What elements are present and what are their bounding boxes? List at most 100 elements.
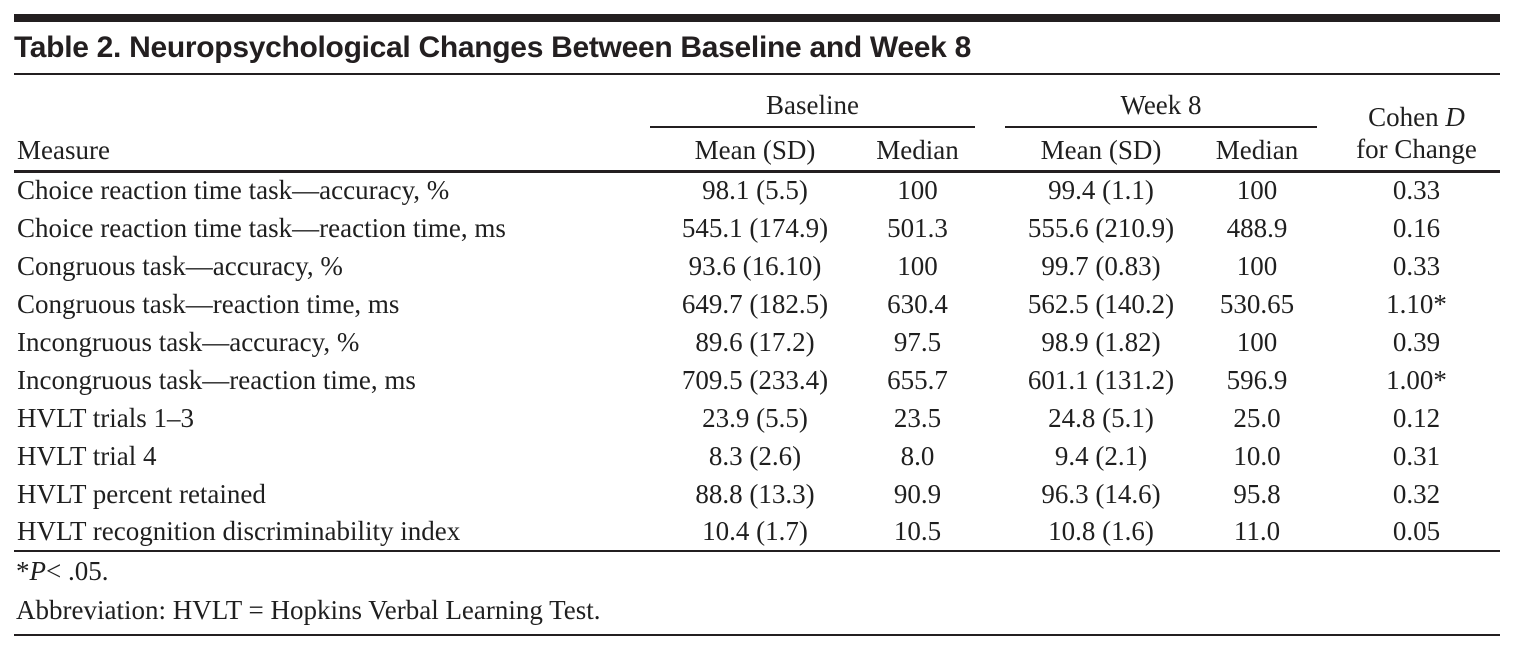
cell-week8-median: 100 (1236, 326, 1278, 357)
cell-week8-mean-sd: 10.8 (1.6) (1005, 513, 1198, 552)
cell-baseline-median: 90.9 (893, 478, 942, 509)
asterisk-marker: * (16, 556, 30, 586)
column-gap (1317, 323, 1333, 361)
column-gap (975, 247, 1005, 285)
cell-cohen-d: 0.12 (1392, 402, 1441, 433)
cell-week8-median: 596.9 (1226, 364, 1288, 395)
cell-measure: Incongruous task—accuracy, % (17, 326, 360, 357)
column-gap (975, 171, 1005, 209)
column-header-baseline-median: Median (860, 127, 976, 173)
column-gap (975, 75, 1006, 173)
cell-baseline-median: 655.7 (887, 364, 948, 395)
cell-week8-mean-sd: 99.7 (0.83) (1041, 250, 1161, 281)
group-header-baseline: Baseline (650, 75, 976, 128)
table-row: Congruous task—accuracy, % 93.6 (16.10) … (14, 247, 1500, 285)
column-header-cohen-d: Cohen D for Change (1333, 75, 1501, 173)
cell-measure: HVLT trial 4 (17, 440, 157, 471)
cell-measure: Congruous task—reaction time, ms (17, 288, 400, 319)
column-header-baseline-mean-sd: Mean (SD) (650, 127, 860, 173)
cell-week8-mean-sd: 601.1 (131.2) (1027, 364, 1175, 395)
cell-baseline-mean-sd: 10.4 (1.7) (650, 513, 860, 552)
column-gap (1317, 209, 1333, 247)
table-row: Choice reaction time task—accuracy, % 98… (14, 171, 1500, 209)
column-gap (1317, 361, 1333, 399)
p-value-threshold: < .05. (46, 556, 109, 586)
cell-cohen-d: 0.16 (1392, 212, 1441, 243)
column-gap (975, 437, 1005, 475)
cell-cohen-d: 0.32 (1392, 478, 1441, 509)
cell-baseline-mean-sd: 23.9 (5.5) (702, 402, 808, 433)
table-row: Choice reaction time task—reaction time,… (14, 209, 1500, 247)
cell-baseline-median: 630.4 (887, 288, 948, 319)
column-gap (1317, 285, 1333, 323)
cell-cohen-d: 0.33 (1392, 250, 1441, 281)
column-gap (975, 475, 1005, 513)
cell-baseline-mean-sd: 709.5 (233.4) (681, 364, 829, 395)
cell-baseline-mean-sd: 89.6 (17.2) (695, 326, 815, 357)
column-gap (975, 209, 1005, 247)
cell-week8-median: 95.8 (1233, 478, 1281, 509)
cell-measure: HVLT recognition discriminability index (14, 513, 650, 552)
cell-week8-mean-sd: 98.9 (1.82) (1041, 326, 1161, 357)
cell-cohen-d: 0.33 (1392, 175, 1441, 206)
cell-week8-median: 11.0 (1197, 513, 1318, 552)
cell-week8-median: 25.0 (1233, 402, 1281, 433)
cell-baseline-median: 100 (897, 250, 938, 281)
cell-baseline-median: 100 (897, 175, 938, 206)
cell-cohen-d: 0.39 (1392, 326, 1441, 357)
cell-week8-mean-sd: 562.5 (140.2) (1027, 288, 1175, 319)
top-rule-bar (14, 14, 1500, 22)
cell-baseline-median: 97.5 (893, 326, 942, 357)
cell-measure: HVLT trials 1–3 (17, 402, 195, 433)
column-gap (975, 323, 1005, 361)
table-title-row: Table 2. Neuropsychological Changes Betw… (14, 22, 1500, 75)
cell-week8-median: 530.65 (1219, 288, 1295, 319)
cell-measure: Choice reaction time task—reaction time,… (17, 212, 506, 243)
group-header-week8: Week 8 (1005, 75, 1318, 128)
column-gap (975, 285, 1005, 323)
column-header-measure: Measure (14, 75, 650, 173)
column-gap (1317, 437, 1333, 475)
cohen-d-label-line2: for Change (1356, 133, 1477, 164)
cell-baseline-mean-sd: 545.1 (174.9) (681, 212, 829, 243)
table-footnotes: * P < .05. Abbreviation: HVLT = Hopkins V… (14, 552, 1500, 636)
cell-baseline-median: 501.3 (887, 212, 948, 243)
cell-baseline-median: 10.5 (860, 513, 976, 552)
cell-baseline-mean-sd: 93.6 (16.10) (688, 250, 822, 281)
column-gap (1317, 513, 1334, 552)
cell-measure: Incongruous task—reaction time, ms (17, 364, 416, 395)
column-header-week8-mean-sd: Mean (SD) (1005, 127, 1198, 173)
column-gap (975, 513, 1006, 552)
cell-baseline-mean-sd: 649.7 (182.5) (681, 288, 829, 319)
cell-week8-mean-sd: 555.6 (210.9) (1027, 212, 1175, 243)
table-row: HVLT recognition discriminability index … (14, 513, 1501, 552)
cell-week8-median: 488.9 (1226, 212, 1288, 243)
cell-cohen-d: 0.31 (1392, 440, 1441, 471)
column-gap (1317, 475, 1333, 513)
table-row: HVLT percent retained 88.8 (13.3) 90.9 9… (14, 475, 1500, 513)
cell-week8-median: 100 (1236, 175, 1278, 206)
cell-cohen-d: 1.00* (1386, 364, 1447, 395)
footnote-abbreviation: Abbreviation: HVLT = Hopkins Verbal Lear… (16, 595, 601, 625)
p-value-symbol: P (29, 556, 47, 586)
cell-week8-median: 100 (1236, 250, 1278, 281)
column-gap (975, 361, 1005, 399)
cell-week8-mean-sd: 96.3 (14.6) (1041, 478, 1161, 509)
table-row: Congruous task—reaction time, ms 649.7 (… (14, 285, 1500, 323)
bottom-rule (14, 634, 1500, 636)
column-gap (975, 399, 1005, 437)
column-gap (1317, 399, 1333, 437)
cell-baseline-mean-sd: 88.8 (13.3) (695, 478, 815, 509)
table-row: Incongruous task—reaction time, ms 709.5… (14, 361, 1500, 399)
results-table: Measure Baseline Week 8 Cohen D for Chan… (14, 75, 1501, 552)
column-gap (1317, 247, 1333, 285)
cell-week8-median: 10.0 (1233, 440, 1281, 471)
cell-week8-mean-sd: 9.4 (2.1) (1054, 440, 1148, 471)
cell-week8-mean-sd: 99.4 (1.1) (1048, 175, 1154, 206)
cell-measure: HVLT percent retained (17, 478, 266, 509)
cell-week8-mean-sd: 24.8 (5.1) (1048, 402, 1154, 433)
table-row: HVLT trial 4 8.3 (2.6) 8.0 9.4 (2.1) 10.… (14, 437, 1500, 475)
cell-baseline-mean-sd: 8.3 (2.6) (708, 440, 802, 471)
footnote-significance: * P < .05. (14, 552, 1500, 591)
column-gap (1317, 171, 1333, 209)
